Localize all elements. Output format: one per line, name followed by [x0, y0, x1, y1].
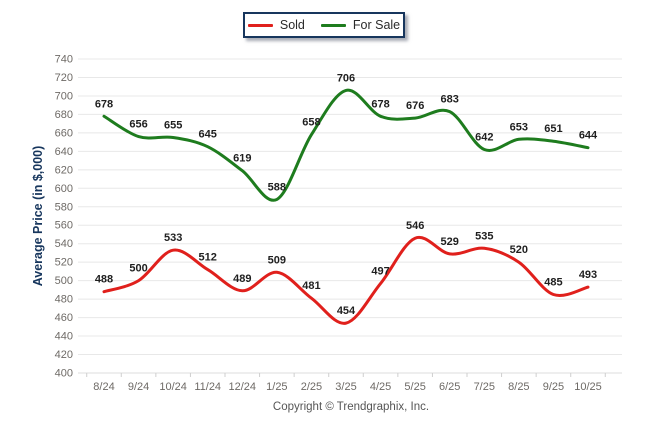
- value-label-sold: 512: [199, 252, 217, 264]
- value-label-sold: 500: [129, 263, 147, 275]
- value-label-for-sale: 676: [406, 100, 424, 112]
- value-label-for-sale: 653: [510, 121, 528, 133]
- chart-legend: Sold For Sale: [243, 12, 405, 38]
- y-tick-label: 680: [55, 109, 73, 121]
- x-tick-label: 4/25: [370, 381, 391, 393]
- value-label-for-sale: 651: [544, 123, 562, 135]
- x-tick-label: 10/24: [159, 381, 187, 393]
- value-label-for-sale: 706: [337, 72, 355, 84]
- x-tick-label: 3/25: [335, 381, 356, 393]
- x-tick-label: 6/25: [439, 381, 460, 393]
- value-label-sold: 535: [475, 230, 493, 242]
- value-label-for-sale: 655: [164, 120, 182, 132]
- value-label-for-sale: 683: [441, 94, 459, 106]
- legend-label-for-sale: For Sale: [352, 17, 401, 32]
- value-label-sold: 520: [510, 244, 528, 256]
- value-label-for-sale: 619: [233, 153, 251, 165]
- x-tick-label: 9/24: [128, 381, 149, 393]
- x-tick-label: 8/25: [508, 381, 529, 393]
- value-label-for-sale: 588: [268, 181, 286, 193]
- y-tick-label: 500: [55, 275, 73, 287]
- y-tick-label: 460: [55, 312, 73, 324]
- value-label-sold: 509: [268, 254, 286, 266]
- y-tick-label: 620: [55, 164, 73, 176]
- value-label-sold: 488: [95, 274, 113, 286]
- value-label-for-sale: 656: [129, 119, 147, 131]
- y-tick-label: 740: [55, 54, 73, 66]
- x-tick-label: 5/25: [404, 381, 425, 393]
- value-label-for-sale: 678: [371, 98, 389, 110]
- series-line-sold: [102, 235, 590, 325]
- value-label-sold: 481: [302, 280, 320, 292]
- value-label-sold: 497: [371, 265, 389, 277]
- value-label-sold: 529: [441, 236, 459, 248]
- y-tick-label: 580: [55, 201, 73, 213]
- y-tick-label: 520: [55, 257, 73, 269]
- value-label-for-sale: 644: [579, 130, 598, 142]
- legend-item-sold: Sold: [247, 17, 305, 32]
- x-tick-label: 11/24: [194, 381, 221, 393]
- y-tick-label: 400: [55, 368, 73, 380]
- y-tick-label: 420: [55, 349, 73, 361]
- y-tick-label: 640: [55, 146, 73, 158]
- legend-item-for-sale: For Sale: [320, 17, 401, 32]
- value-label-sold: 489: [233, 273, 251, 285]
- y-tick-label: 600: [55, 183, 73, 195]
- series-line-for-sale: [102, 88, 590, 202]
- value-label-sold: 533: [164, 232, 182, 244]
- y-tick-label: 560: [55, 220, 73, 232]
- y-tick-label: 720: [55, 72, 73, 84]
- legend-label-sold: Sold: [279, 17, 305, 32]
- value-label-sold: 493: [579, 269, 597, 281]
- x-tick-label: 12/24: [229, 381, 257, 393]
- y-tick-label: 440: [55, 331, 73, 343]
- value-label-sold: 485: [544, 277, 562, 289]
- copyright-text: Copyright © Trendgraphix, Inc.: [272, 401, 430, 413]
- value-label-sold: 454: [337, 305, 356, 317]
- for-sale-line-swatch-icon: [320, 23, 346, 27]
- value-label-for-sale: 678: [95, 98, 113, 110]
- y-tick-label: 480: [55, 294, 73, 306]
- value-label-for-sale: 645: [199, 129, 217, 141]
- x-tick-label: 10/25: [574, 381, 602, 393]
- x-tick-label: 9/25: [543, 381, 564, 393]
- y-tick-label: 700: [55, 90, 73, 102]
- value-label-for-sale: 658: [302, 117, 320, 129]
- x-tick-label: 7/25: [474, 381, 495, 393]
- sold-line-swatch-icon: [247, 23, 273, 27]
- x-tick-label: 2/25: [301, 381, 322, 393]
- y-tick-label: 540: [55, 238, 73, 250]
- value-label-sold: 546: [406, 220, 424, 232]
- value-label-for-sale: 642: [475, 132, 493, 144]
- x-tick-label: 1/25: [266, 381, 287, 393]
- x-tick-label: 8/24: [93, 381, 114, 393]
- y-tick-label: 660: [55, 127, 73, 139]
